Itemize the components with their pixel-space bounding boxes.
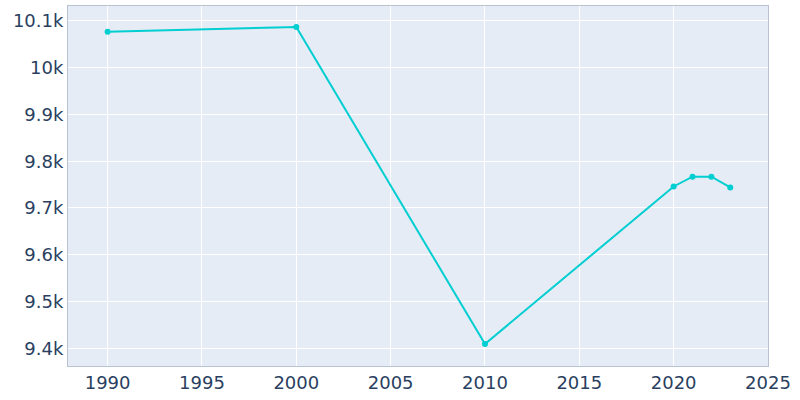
svg-text:9.5k: 9.5k: [24, 291, 64, 312]
svg-text:2015: 2015: [556, 372, 602, 393]
svg-text:10k: 10k: [30, 57, 64, 78]
svg-text:9.4k: 9.4k: [24, 338, 64, 359]
svg-text:10.1k: 10.1k: [13, 10, 64, 31]
svg-text:2010: 2010: [462, 372, 508, 393]
svg-text:9.8k: 9.8k: [24, 151, 64, 172]
svg-text:2005: 2005: [368, 372, 414, 393]
svg-text:1990: 1990: [85, 372, 131, 393]
svg-text:9.6k: 9.6k: [24, 244, 64, 265]
svg-text:9.9k: 9.9k: [24, 104, 64, 125]
svg-text:1995: 1995: [179, 372, 225, 393]
svg-text:2025: 2025: [745, 372, 791, 393]
svg-text:2020: 2020: [651, 372, 697, 393]
svg-text:2000: 2000: [273, 372, 319, 393]
svg-text:9.7k: 9.7k: [24, 197, 64, 218]
